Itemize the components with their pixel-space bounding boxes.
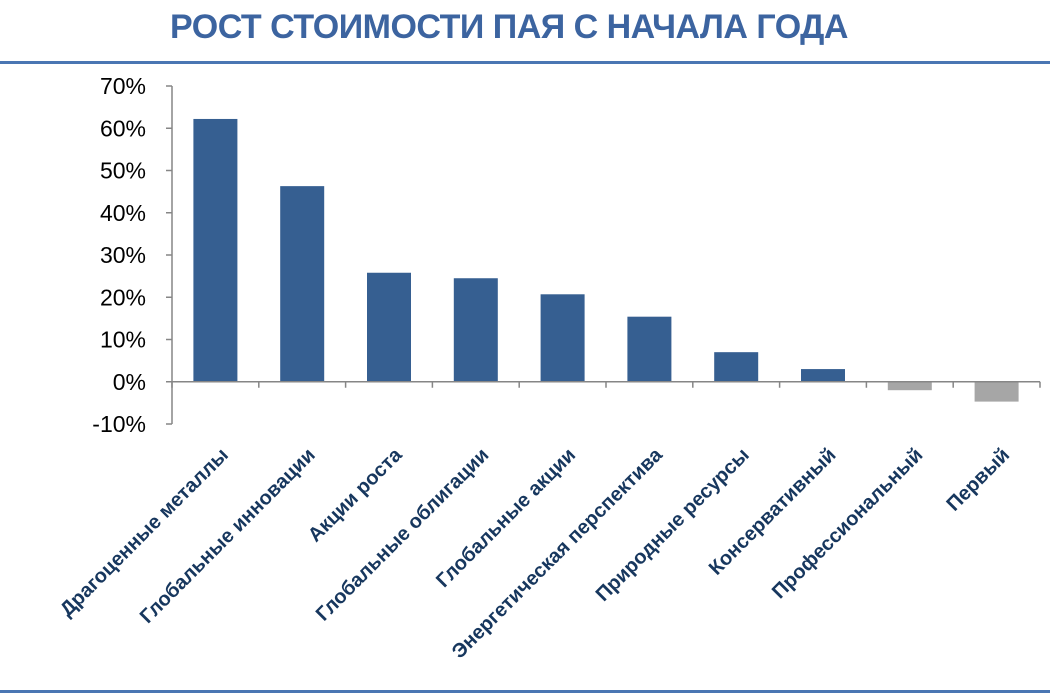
bar-6: [627, 316, 672, 382]
bar-1: [193, 118, 238, 382]
x-tick-label: Природные ресурсы: [592, 444, 754, 606]
y-tick-label: 40%: [100, 200, 146, 226]
bar-5: [540, 294, 585, 382]
bar-chart: -10% 0% 10% 20% 30% 40% 50% 60% 70% Драгоценные …: [56, 73, 1041, 663]
y-tick-label: 30%: [100, 242, 146, 268]
bar-9: [887, 381, 932, 391]
bar-7: [714, 352, 759, 382]
x-tick-label: Глобальные облигации: [312, 444, 494, 626]
bar-3: [367, 272, 411, 382]
y-tick-label: 20%: [100, 284, 146, 310]
x-tick-label: Первый: [942, 444, 1014, 516]
y-tick-label: 70%: [100, 73, 146, 99]
x-tick-label: Профессиональный: [768, 444, 927, 603]
y-tick-label: 60%: [100, 115, 146, 141]
x-tick-label: Глобальные инновации: [136, 444, 320, 628]
bar-2: [280, 186, 325, 382]
axes: [171, 86, 1041, 424]
y-tick-label: 50%: [100, 158, 146, 184]
bar-8: [801, 369, 845, 382]
x-tick-label: Драгоценные металлы: [56, 444, 233, 621]
title-underline: [0, 61, 1050, 64]
y-axis-ticks: -10% 0% 10% 20% 30% 40% 50% 60% 70%: [92, 73, 172, 437]
bars: [193, 118, 1019, 402]
footer-rule: [0, 690, 1050, 693]
bar-10: [974, 381, 1019, 402]
y-tick-label: 10%: [100, 327, 146, 353]
y-tick-label: -10%: [92, 411, 146, 437]
page-title: РОСТ СТОИМОСТИ ПАЯ С НАЧАЛА ГОДА: [170, 8, 848, 46]
y-tick-label: 0%: [113, 369, 146, 395]
bar-4: [453, 278, 498, 382]
